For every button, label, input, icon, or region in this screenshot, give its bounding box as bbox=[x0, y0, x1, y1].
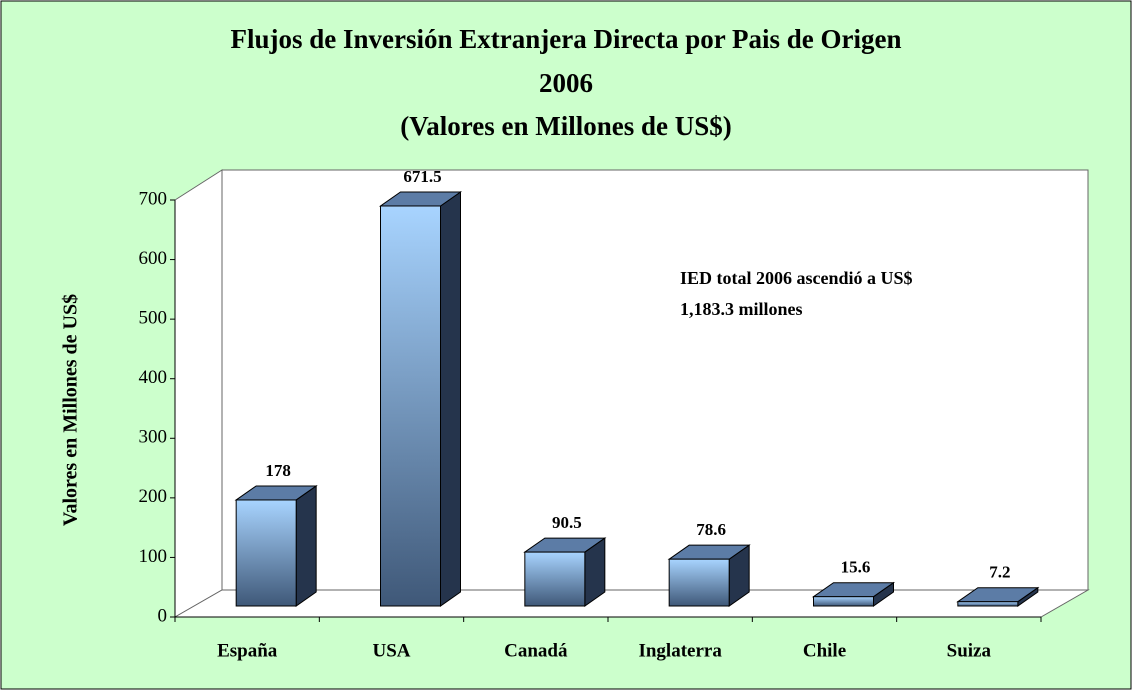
bar-front bbox=[957, 601, 1019, 607]
annotation: 1,183.3 millones bbox=[680, 299, 803, 319]
x-tick-label: Suiza bbox=[947, 640, 992, 661]
bar-front bbox=[380, 205, 441, 607]
x-tick-label: Canadá bbox=[504, 640, 568, 661]
value-label: 178 bbox=[265, 461, 291, 480]
y-axis-label: Valores en Millones de US$ bbox=[60, 294, 82, 526]
y-tick-label: 600 bbox=[139, 248, 168, 269]
y-tick-label: 0 bbox=[158, 605, 168, 626]
chart-title: Flujos de Inversión Extranjera Directa p… bbox=[231, 24, 902, 54]
bar bbox=[667, 544, 751, 607]
bar bbox=[956, 586, 1040, 607]
y-tick-label: 400 bbox=[139, 367, 168, 388]
y-tick-label: 700 bbox=[139, 188, 168, 209]
bar-side bbox=[440, 191, 461, 607]
bar-front bbox=[524, 551, 586, 607]
value-label: 90.5 bbox=[552, 513, 582, 532]
x-tick-label: España bbox=[217, 640, 278, 661]
bar-side bbox=[295, 485, 317, 607]
back-wall bbox=[221, 169, 1089, 591]
value-label: 7.2 bbox=[989, 563, 1010, 582]
bar-front bbox=[813, 596, 874, 607]
x-tick-label: Chile bbox=[803, 640, 846, 661]
bar-front bbox=[668, 558, 730, 607]
chart-title: (Valores en Millones de US$) bbox=[400, 111, 732, 141]
bar-front bbox=[235, 499, 297, 607]
y-tick-label: 300 bbox=[139, 427, 168, 448]
bar bbox=[234, 485, 318, 607]
y-tick-label: 500 bbox=[139, 308, 168, 329]
x-tick-label: Inglaterra bbox=[638, 640, 722, 661]
side-wall bbox=[174, 169, 223, 618]
y-tick-label: 200 bbox=[139, 486, 168, 507]
bar bbox=[523, 537, 607, 607]
y-tick-label: 100 bbox=[139, 546, 168, 567]
value-label: 671.5 bbox=[403, 167, 441, 186]
chart-title: 2006 bbox=[539, 68, 593, 98]
x-tick-label: USA bbox=[372, 640, 410, 661]
bar bbox=[811, 581, 896, 607]
value-label: 78.6 bbox=[696, 520, 726, 539]
value-label: 15.6 bbox=[841, 558, 871, 577]
annotation: IED total 2006 ascendió a US$ bbox=[680, 268, 913, 288]
bar bbox=[378, 191, 463, 607]
